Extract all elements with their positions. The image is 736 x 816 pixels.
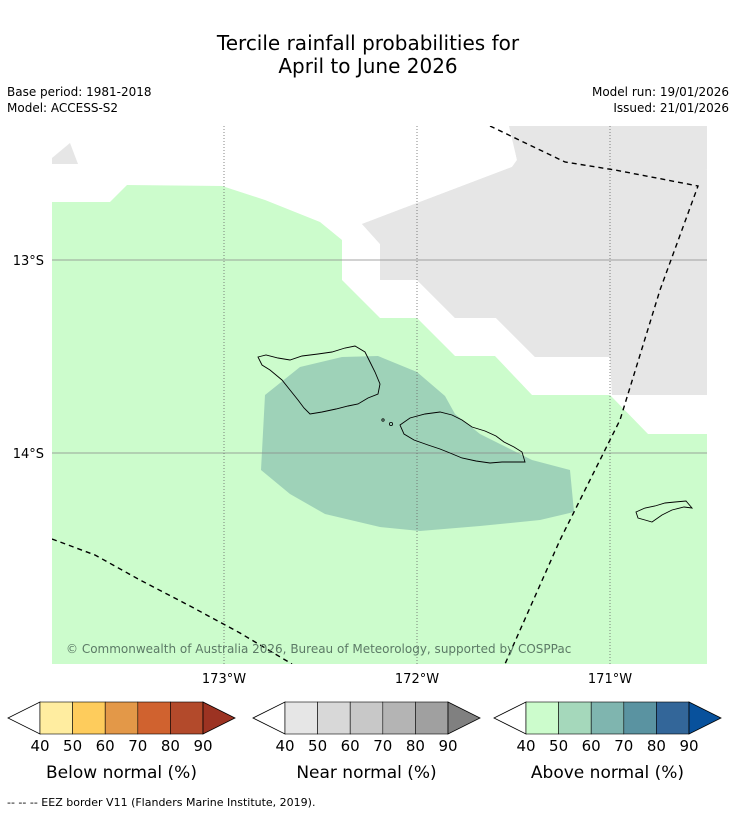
legend-0-swatch-4 [137,701,171,735]
legend-2-tick-3: 70 [614,737,633,755]
legend-1-tick-5: 90 [438,737,457,755]
legend-0: 40 50 60 70 80 90 Below normal (%) [7,701,236,783]
model-name: Model: ACCESS-S2 [7,101,119,115]
legend-2-swatch-4 [623,701,657,735]
legend-2-swatch-1 [525,701,559,735]
legend-1-swatch-3 [349,701,384,735]
legend-2-swatch-2 [558,701,592,735]
title-line-1: Tercile rainfall probabilities for [216,31,520,55]
meta-right: Model run: 19/01/2026 Issued: 21/01/2026 [592,84,729,116]
map-title: Tercile rainfall probabilities for April… [0,32,736,78]
tutuila-island [635,500,694,523]
legend-0-over-arrow [202,701,236,735]
eez-footnote: -- -- -- EEZ border V11 (Flanders Marine… [7,796,316,809]
legend-1-tick-3: 70 [373,737,392,755]
legend-2-under-arrow [493,701,527,735]
legend-0-tick-4: 80 [161,737,180,755]
map-panel: © Commonwealth of Australia 2026, Bureau… [52,126,707,664]
issued-date: Issued: 21/01/2026 [613,101,729,115]
eez-border-northeast [489,126,699,664]
legend-2-tick-1: 50 [549,737,568,755]
legend-0-tick-5: 90 [193,737,212,755]
lon-label-173w: 173°W [202,672,246,687]
title-line-2: April to June 2026 [278,54,458,78]
copyright-text: © Commonwealth of Australia 2026, Bureau… [66,642,571,656]
lon-label-172w: 172°W [395,672,439,687]
legend-group: 40 50 60 70 80 90 Below normal (%) 40 50 60 70 80 90… [7,701,722,783]
legend-2-tick-4: 80 [647,737,666,755]
above-normal-50-60-region [261,356,574,531]
legend-1-tick-4: 80 [406,737,425,755]
eez-border-southwest [52,538,293,664]
legend-2-over-arrow [688,701,722,735]
islet-manono [388,421,393,426]
legend-2-tick-5: 90 [679,737,698,755]
legend-1-swatch-5 [415,701,449,735]
legend-1-under-arrow [252,701,286,735]
legend-0-swatch-2 [72,701,106,735]
lat-label-14s: 14°S [13,447,44,462]
savaii-island [257,345,381,415]
legend-1-swatch-4 [382,701,416,735]
upolu-island [399,411,526,464]
legend-1-tick-2: 60 [341,737,360,755]
legend-2: 40 50 60 70 80 90 Above normal (%) [493,701,722,783]
islet-apolima [381,418,385,422]
legend-1-tick-1: 50 [308,737,327,755]
legend-0-tick-1: 50 [63,737,82,755]
legend-0-tick-3: 70 [128,737,147,755]
lat-label-13s: 13°S [13,254,44,269]
legend-0-tick-0: 40 [30,737,49,755]
legend-0-under-arrow [7,701,41,735]
legend-1-label: Near normal (%) [296,763,436,783]
model-run: Model run: 19/01/2026 [591,85,729,99]
legend-1-over-arrow [447,701,481,735]
legend-1-tick-0: 40 [275,737,294,755]
legend-0-label: Below normal (%) [46,763,197,783]
lon-label-171w: 171°W [588,672,632,687]
meta-left: Base period: 1981-2018 Model: ACCESS-S2 [7,84,152,116]
legend-2-swatch-5 [656,701,690,735]
near-normal-patch [52,143,78,164]
legend-1-swatch-2 [317,701,351,735]
legend-0-swatch-5 [170,701,204,735]
legend-0-tick-2: 60 [96,737,115,755]
legend-1-swatch-1 [284,701,318,735]
legend-2-tick-2: 60 [582,737,601,755]
near-normal-region-body [362,126,707,395]
legend-0-swatch-3 [104,701,139,735]
legend-2-swatch-3 [590,701,625,735]
legend-2-tick-0: 40 [516,737,535,755]
legend-2-label: Above normal (%) [531,763,684,783]
base-period: Base period: 1981-2018 [7,85,152,99]
legend-0-swatch-1 [39,701,73,735]
